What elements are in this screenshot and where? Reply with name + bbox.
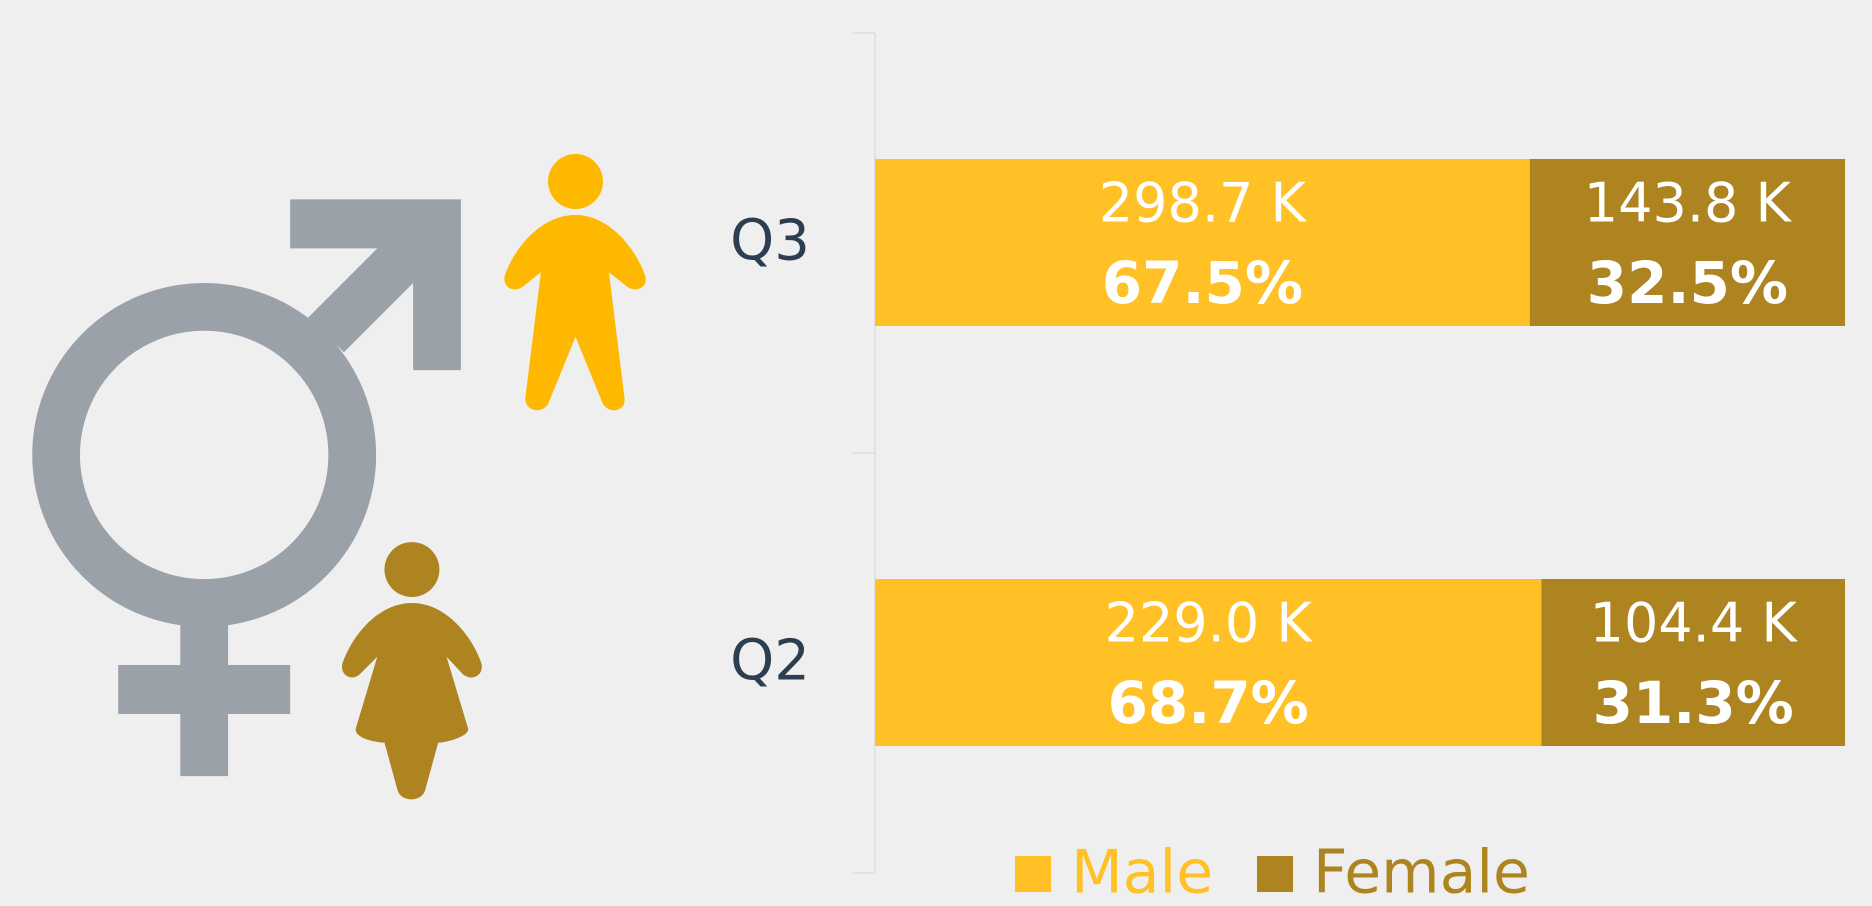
percent-label: 67.5%	[1102, 249, 1303, 317]
gender-ring	[32, 282, 377, 627]
female-figure	[342, 602, 482, 800]
gender-icons	[32, 154, 646, 800]
count-label: 229.0 K	[1105, 592, 1314, 655]
bar-segment	[1529, 159, 1845, 326]
percent-label: 68.7%	[1108, 669, 1309, 737]
legend-label: Female	[1313, 838, 1530, 906]
category-label: Q3	[730, 209, 810, 274]
gender-arrow	[290, 199, 461, 371]
gender-cross	[118, 620, 291, 777]
count-label: 104.4 K	[1590, 592, 1799, 655]
legend-swatch	[1257, 856, 1293, 892]
bar-segment	[1541, 579, 1845, 746]
legend-swatch	[1015, 856, 1051, 892]
male-figure	[504, 214, 646, 411]
male-head	[548, 154, 603, 209]
percent-label: 31.3%	[1593, 669, 1794, 737]
bar-segment	[875, 579, 1542, 746]
bar-segment	[875, 159, 1530, 326]
category-label: Q2	[730, 629, 810, 694]
percent-label: 32.5%	[1587, 249, 1788, 317]
female-head	[384, 542, 440, 597]
count-label: 298.7 K	[1099, 172, 1308, 235]
count-label: 143.8 K	[1584, 172, 1793, 235]
legend-label: Male	[1071, 838, 1213, 906]
